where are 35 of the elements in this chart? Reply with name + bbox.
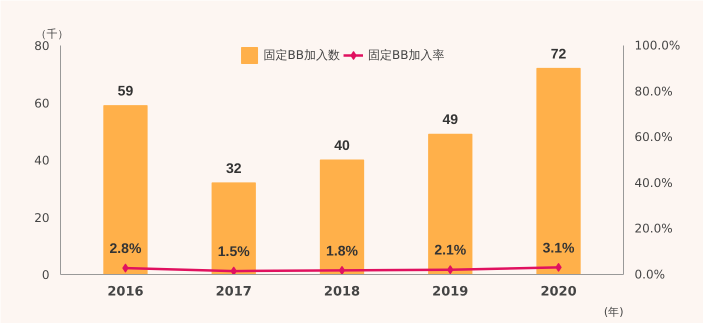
y-tick-label: 20 — [34, 210, 50, 225]
y-tick-label: 80 — [34, 39, 50, 53]
bar — [103, 105, 148, 274]
x-axis-title: (年) — [604, 306, 624, 318]
x-tick-label: 2019 — [432, 284, 468, 300]
data-label: 2.8% — [110, 240, 142, 256]
x-tick-label: 2017 — [216, 284, 252, 300]
y-tick-label: 0 — [42, 268, 50, 282]
data-label: 32 — [226, 160, 242, 176]
y2-tick-label: 80.0% — [634, 84, 673, 98]
x-tick-label: 2016 — [107, 284, 144, 300]
y2-tick-label: 40.0% — [634, 176, 673, 190]
bar — [320, 160, 364, 274]
data-label: 72 — [550, 45, 567, 62]
y-axis-title: （千） — [36, 28, 68, 40]
data-label: 3.1% — [542, 239, 576, 256]
y2-tick-label: 0.0% — [634, 268, 665, 282]
bar — [428, 134, 472, 274]
legend-label: 固定BB加入数 — [264, 46, 340, 64]
data-label: 59 — [118, 82, 134, 99]
y2-tick-label: 100.0% — [634, 38, 680, 52]
x-tick-label: 2018 — [324, 284, 360, 300]
data-label: 1.5% — [218, 243, 250, 260]
y-tick-label: 40 — [34, 154, 50, 168]
legend-label: 固定BB加入率 — [368, 46, 444, 64]
y2-tick-label: 60.0% — [634, 130, 673, 144]
data-label: 2.1% — [434, 242, 467, 258]
y-tick-label: 60 — [34, 96, 50, 110]
y2-tick-label: 20.0% — [634, 222, 673, 236]
data-label: 1.8% — [326, 242, 359, 258]
data-label: 49 — [442, 111, 458, 128]
x-tick-label: 2020 — [540, 284, 577, 300]
bar — [212, 182, 256, 274]
bar — [536, 68, 581, 274]
data-label: 40 — [334, 137, 350, 153]
